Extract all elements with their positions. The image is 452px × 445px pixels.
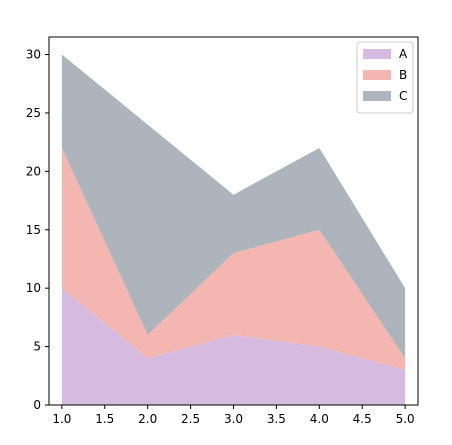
y-tick-label: 15: [26, 223, 41, 237]
x-tick-label: 3.5: [267, 412, 286, 426]
legend-swatch-b: [363, 70, 391, 80]
x-axis: 1.0 1.5 2.0 2.5 3.0 3.5 4.0 4.5 5.0: [52, 405, 415, 426]
area-series-c: [61, 54, 406, 359]
area-series-b: [61, 147, 406, 370]
x-tick-label: 2.5: [181, 412, 200, 426]
y-tick-label: 0: [33, 398, 41, 412]
y-tick-label: 20: [26, 164, 41, 178]
area-series-a: [61, 288, 406, 405]
legend-swatch-c: [363, 91, 391, 101]
x-tick-label: 4.0: [310, 412, 329, 426]
x-tick-label: 1.5: [95, 412, 114, 426]
y-tick-label: 25: [26, 106, 41, 120]
legend-label-a: A: [399, 47, 408, 61]
x-tick-label: 5.0: [396, 412, 415, 426]
y-tick-label: 30: [26, 48, 41, 62]
legend-swatch-a: [363, 49, 391, 59]
y-tick-label: 10: [26, 281, 41, 295]
area-series-group: [61, 54, 406, 405]
legend-label-c: C: [399, 89, 407, 103]
y-tick-label: 5: [33, 340, 41, 354]
x-tick-label: 2.0: [138, 412, 157, 426]
x-tick-label: 1.0: [52, 412, 71, 426]
y-axis: 0 5 10 15 20 25 30: [26, 48, 49, 412]
x-tick-label: 4.5: [353, 412, 372, 426]
legend-label-b: B: [399, 68, 407, 82]
legend: ABC: [356, 41, 414, 114]
x-tick-label: 3.0: [224, 412, 243, 426]
